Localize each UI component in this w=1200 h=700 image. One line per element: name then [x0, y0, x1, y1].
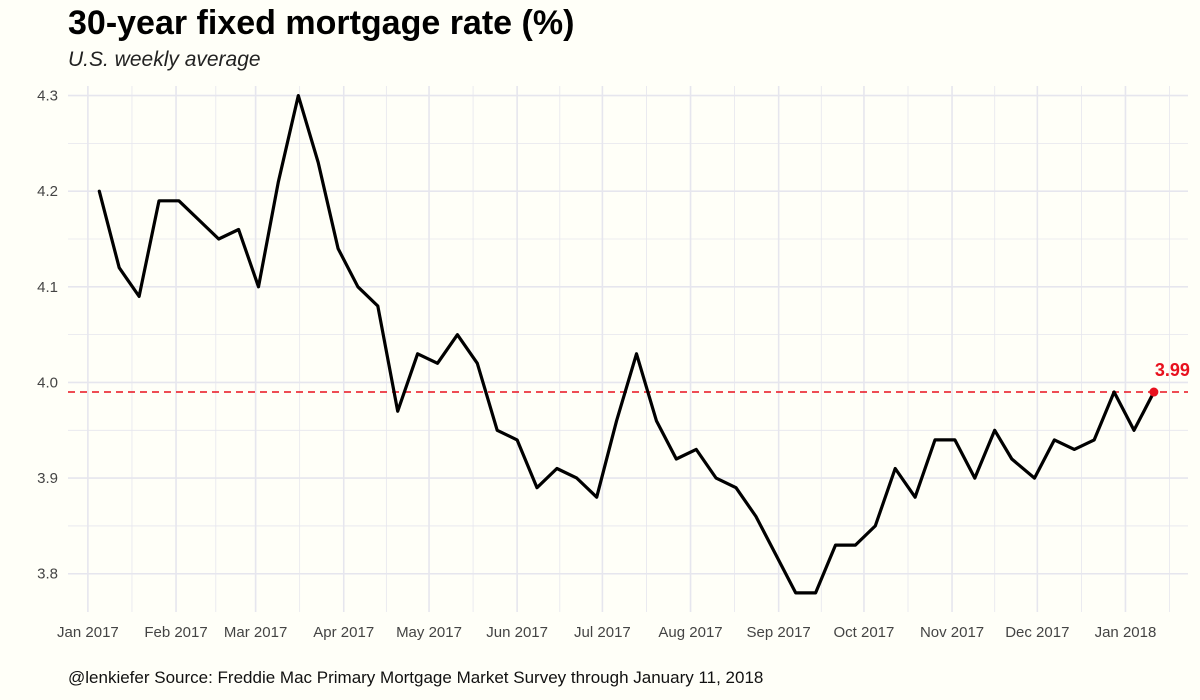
source-caption: @lenkiefer Source: Freddie Mac Primary M…	[68, 668, 764, 687]
data-point	[635, 352, 639, 356]
x-tick-label: Oct 2017	[834, 624, 895, 641]
x-tick-label: Jan 2018	[1095, 624, 1157, 641]
data-point	[1010, 457, 1014, 461]
data-point	[873, 524, 877, 528]
data-point	[1132, 428, 1136, 432]
latest-value-label: 3.99	[1155, 360, 1190, 380]
data-point	[455, 333, 459, 337]
x-tick-label: Aug 2017	[658, 624, 722, 641]
data-point	[853, 543, 857, 547]
data-point	[993, 428, 997, 432]
data-point	[834, 543, 838, 547]
data-point	[97, 189, 101, 193]
data-point	[237, 227, 241, 231]
annotations-group: 3.99	[1149, 360, 1190, 397]
axis-labels: Jan 2017 Feb 2017 Mar 2017 Apr 2017 May 2017…	[37, 88, 1156, 641]
data-point	[137, 294, 141, 298]
data-point	[814, 591, 818, 595]
data-point	[615, 419, 619, 423]
chart-subtitle: U.S. weekly average	[68, 48, 261, 71]
data-point	[1072, 447, 1076, 451]
data-point	[714, 476, 718, 480]
data-point	[117, 266, 121, 270]
data-point	[913, 495, 917, 499]
chart-title: 30-year fixed mortgage rate (%)	[68, 4, 575, 42]
data-point	[1092, 438, 1096, 442]
data-point	[217, 237, 221, 241]
x-tick-label: Dec 2017	[1005, 624, 1069, 641]
y-tick-label: 3.9	[37, 470, 58, 487]
data-point	[316, 161, 320, 165]
data-point	[515, 438, 519, 442]
data-point	[396, 409, 400, 413]
y-tick-label: 4.0	[37, 374, 58, 391]
x-tick-label: Sep 2017	[747, 624, 811, 641]
data-point	[595, 495, 599, 499]
data-point	[734, 486, 738, 490]
data-point	[575, 476, 579, 480]
data-point	[933, 438, 937, 442]
data-point	[356, 285, 360, 289]
y-tick-label: 4.1	[37, 279, 58, 296]
data-point	[157, 199, 161, 203]
x-tick-label: Jul 2017	[574, 624, 631, 641]
data-point	[256, 285, 260, 289]
x-tick-label: Mar 2017	[224, 624, 287, 641]
data-point	[1112, 390, 1116, 394]
data-point	[794, 591, 798, 595]
data-point	[436, 361, 440, 365]
data-point	[694, 447, 698, 451]
series-line	[97, 93, 1156, 595]
data-point	[654, 419, 658, 423]
x-tick-label: Jan 2017	[57, 624, 119, 641]
data-point	[973, 476, 977, 480]
x-tick-label: Feb 2017	[144, 624, 207, 641]
data-point	[177, 199, 181, 203]
data-point	[475, 361, 479, 365]
grid	[68, 86, 1188, 612]
x-tick-label: May 2017	[396, 624, 462, 641]
data-point	[416, 352, 420, 356]
data-point	[774, 553, 778, 557]
y-tick-label: 4.2	[37, 183, 58, 200]
data-point	[336, 247, 340, 251]
data-point	[495, 428, 499, 432]
data-point	[953, 438, 957, 442]
latest-point-marker	[1149, 387, 1159, 397]
x-tick-label: Jun 2017	[486, 624, 548, 641]
data-point	[893, 467, 897, 471]
data-point	[296, 94, 300, 98]
x-tick-label: Apr 2017	[313, 624, 374, 641]
y-tick-label: 3.8	[37, 566, 58, 583]
y-tick-label: 4.3	[37, 88, 58, 105]
x-tick-label: Nov 2017	[920, 624, 984, 641]
data-point	[535, 486, 539, 490]
data-point	[276, 180, 280, 184]
data-point	[674, 457, 678, 461]
data-point	[1032, 476, 1036, 480]
data-point	[555, 467, 559, 471]
data-point	[197, 218, 201, 222]
series-group	[97, 93, 1156, 595]
data-point	[376, 304, 380, 308]
data-point	[754, 514, 758, 518]
data-point	[1052, 438, 1056, 442]
